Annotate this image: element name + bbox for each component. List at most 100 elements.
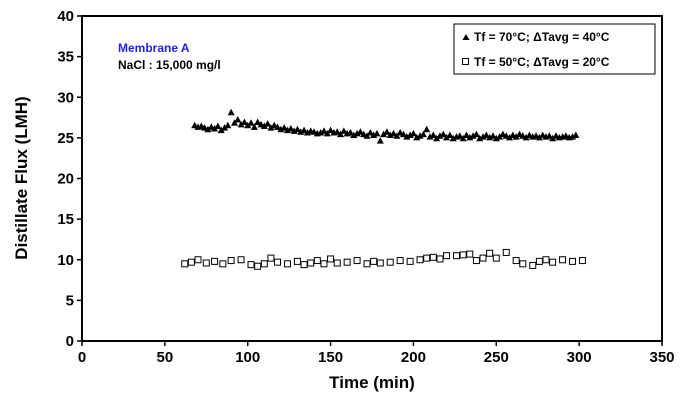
legend-square-marker [462,58,469,65]
data-point-triangle [423,125,431,133]
data-point-square [202,259,210,267]
data-point-square [502,248,510,256]
data-point-square [194,256,202,264]
data-point-square [293,257,301,265]
y-axis-ticks: 0 5 10 15 20 25 30 35 40 [57,8,82,350]
legend: Tf = 70°C; ΔTavg = 40°C Tf = 50°C; ΔTavg… [453,23,656,75]
annotation-membrane: Membrane A [118,41,190,55]
data-point-square [320,260,328,268]
data-point-triangle [489,132,497,139]
data-point-triangle [254,118,262,125]
data-point-triangle [327,126,335,134]
data-point-square [327,255,335,263]
data-point-square [353,257,361,265]
y-tick-label: 20 [57,171,74,188]
data-point-square [529,261,537,269]
data-point-square [237,256,245,264]
data-point-triangle [506,133,514,141]
data-point-triangle [293,125,301,133]
data-point-square [313,257,321,265]
data-point-triangle [439,130,447,138]
data-point-triangle [227,108,235,116]
data-point-square [519,260,527,268]
x-tick-label: 150 [318,349,343,366]
x-tick-label: 100 [235,349,260,366]
data-point-triangle [472,130,480,138]
data-point-square [386,258,394,266]
data-point-triangle [260,122,268,129]
plot-frame [81,15,663,342]
y-tick-label: 5 [66,292,74,309]
data-point-square [363,260,371,268]
data-point-triangle [274,123,282,130]
data-point-square [267,254,275,262]
data-point-square [542,256,550,264]
data-point-square [254,262,262,270]
data-point-triangle [512,133,520,140]
series-layer [181,108,586,270]
data-point-square [307,259,315,267]
x-tick-label: 350 [649,349,674,366]
x-tick-label: 300 [567,349,592,366]
data-point-triangle [409,129,417,137]
data-point-square [479,254,487,262]
data-point-triangle [366,129,374,136]
y-tick-label: 40 [57,8,74,25]
data-point-triangle [390,129,398,137]
data-point-triangle [287,124,295,132]
data-point-square [370,257,378,265]
data-point-triangle [373,129,381,137]
legend-label-series-2: Tf = 50°C; ΔTavg = 20°C [474,55,610,69]
data-point-square [376,259,384,267]
data-point-square [492,254,500,262]
x-tick-label: 200 [401,349,426,366]
legend-label-series-1: Tf = 70°C; ΔTavg = 40°C [474,30,610,44]
data-point-triangle [356,128,364,135]
data-point-triangle [572,131,580,138]
data-point-triangle [221,124,229,131]
data-point-triangle [496,133,504,140]
data-point-square [549,258,557,266]
data-point-triangle [333,128,341,135]
data-point-triangle [240,118,248,125]
data-point-square [333,259,341,267]
data-point-square [466,250,474,258]
data-point-triangle [237,120,245,128]
x-tick-label: 50 [157,349,174,366]
annotation-nacl: NaCl : 15,000 mg/l [118,58,221,72]
data-point-square [396,257,404,265]
data-point-square [443,252,451,260]
data-point-square [472,257,480,265]
data-point-triangle [383,128,391,135]
data-point-square [569,257,577,265]
data-point-triangle [429,131,437,138]
data-point-square [578,257,586,265]
y-tick-label: 0 [66,333,74,350]
data-point-triangle [244,121,252,129]
data-point-square [247,261,255,269]
data-point-square [535,257,543,265]
data-point-square [436,255,444,263]
data-point-triangle [267,124,275,131]
data-point-triangle [224,121,232,129]
data-point-triangle [204,125,212,133]
data-point-triangle [264,120,272,127]
data-point-square [486,249,494,257]
data-point-square [559,256,567,264]
y-axis-label: Distillate Flux (LMH) [12,96,31,259]
data-point-square [343,258,351,266]
data-point-square [423,254,431,262]
data-point-triangle [214,122,222,129]
data-point-square [219,260,227,268]
data-point-triangle [443,133,451,141]
data-point-square [283,260,291,268]
data-point-triangle [462,131,470,138]
data-point-triangle [380,130,388,138]
data-point-square [227,257,235,265]
data-point-triangle [280,124,288,131]
data-point-square [416,256,424,264]
data-point-triangle [419,130,427,138]
data-point-square [459,251,467,259]
data-point-triangle [456,132,464,139]
